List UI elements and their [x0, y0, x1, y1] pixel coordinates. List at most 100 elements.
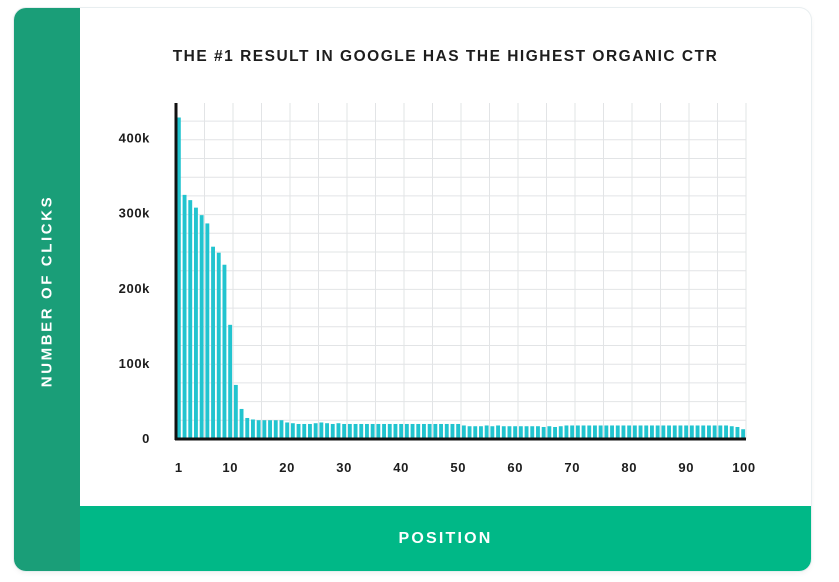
bar	[239, 408, 244, 439]
bar-series	[176, 117, 746, 439]
bar	[496, 425, 500, 439]
bar	[632, 425, 637, 439]
bar	[433, 423, 438, 439]
bar	[251, 419, 255, 439]
bar	[393, 423, 398, 439]
bar	[342, 423, 347, 439]
bar	[262, 420, 267, 439]
bar	[444, 423, 449, 439]
bar	[313, 423, 318, 439]
bar	[353, 423, 358, 439]
bar	[507, 426, 512, 439]
bar	[319, 422, 324, 439]
bar	[672, 425, 677, 439]
bar	[279, 420, 284, 439]
bar	[501, 426, 506, 439]
bar	[450, 423, 455, 439]
bar	[547, 426, 552, 439]
y-tick-label: 400k	[119, 131, 150, 146]
bar	[422, 423, 426, 439]
bar	[707, 425, 711, 439]
bar	[587, 425, 592, 439]
bar	[285, 422, 290, 439]
bar	[461, 425, 466, 439]
bar	[655, 425, 660, 439]
x-tick-label: 90	[678, 460, 694, 475]
bar	[330, 423, 335, 439]
bar	[718, 425, 723, 439]
bar	[524, 426, 529, 439]
bar	[308, 423, 312, 439]
bar	[610, 425, 614, 439]
bar	[233, 384, 238, 439]
bar	[627, 425, 632, 439]
x-tick-label: 10	[222, 460, 238, 475]
x-axis-band: POSITION	[80, 506, 811, 571]
bar	[211, 246, 215, 439]
bar	[615, 425, 620, 439]
y-tick-label: 0	[142, 431, 150, 446]
x-tick-label: 30	[336, 460, 352, 475]
bar	[741, 429, 746, 439]
bar	[575, 425, 580, 439]
x-tick-label: 1	[175, 460, 183, 475]
bar	[245, 417, 250, 439]
bar	[701, 425, 706, 439]
bar	[199, 215, 204, 439]
bar	[222, 264, 227, 439]
bar	[290, 423, 295, 439]
bar	[228, 324, 233, 439]
y-tick-label: 200k	[119, 281, 150, 296]
bar	[399, 423, 404, 439]
bar	[439, 423, 443, 439]
bar	[570, 425, 575, 439]
bar	[729, 426, 734, 439]
bar	[216, 252, 221, 439]
bar	[302, 423, 307, 439]
bar	[684, 425, 689, 439]
bar	[564, 425, 569, 439]
bar	[593, 425, 597, 439]
bar	[695, 425, 700, 439]
bar	[604, 425, 609, 439]
y-tick-label: 300k	[119, 206, 150, 221]
bar	[553, 426, 557, 439]
bar	[650, 425, 654, 439]
bar	[376, 423, 381, 439]
x-tick-label: 60	[507, 460, 523, 475]
bar	[325, 423, 329, 439]
x-tick-label: 80	[621, 460, 637, 475]
bar	[336, 423, 341, 439]
y-axis-band: NUMBER OF CLICKS	[14, 8, 80, 571]
bar	[473, 426, 478, 439]
y-tick-labels: 0 100k 200k 300k 400k	[119, 131, 150, 447]
bar	[479, 426, 483, 439]
bar	[359, 423, 364, 439]
x-axis-label: POSITION	[398, 529, 493, 547]
bar	[370, 423, 375, 439]
bar	[176, 117, 181, 439]
bar	[518, 426, 523, 439]
bar	[490, 426, 495, 439]
bar	[365, 423, 369, 439]
bar	[678, 425, 683, 439]
bar	[410, 423, 415, 439]
bar	[273, 420, 278, 439]
x-tick-label: 70	[564, 460, 580, 475]
bar	[484, 425, 489, 439]
bar	[598, 425, 603, 439]
x-tick-labels: 1 10 20 30 40 50 60 70 80 90 100	[175, 460, 755, 475]
bar	[194, 207, 198, 439]
x-tick-label: 20	[279, 460, 295, 475]
gridlines	[176, 103, 747, 439]
bar	[256, 420, 261, 439]
bar	[667, 425, 671, 439]
bar	[689, 425, 694, 439]
bar	[205, 223, 210, 439]
bar	[188, 200, 193, 439]
bar	[456, 423, 461, 439]
bar	[558, 426, 563, 439]
bar	[404, 423, 409, 439]
bar	[724, 425, 728, 439]
